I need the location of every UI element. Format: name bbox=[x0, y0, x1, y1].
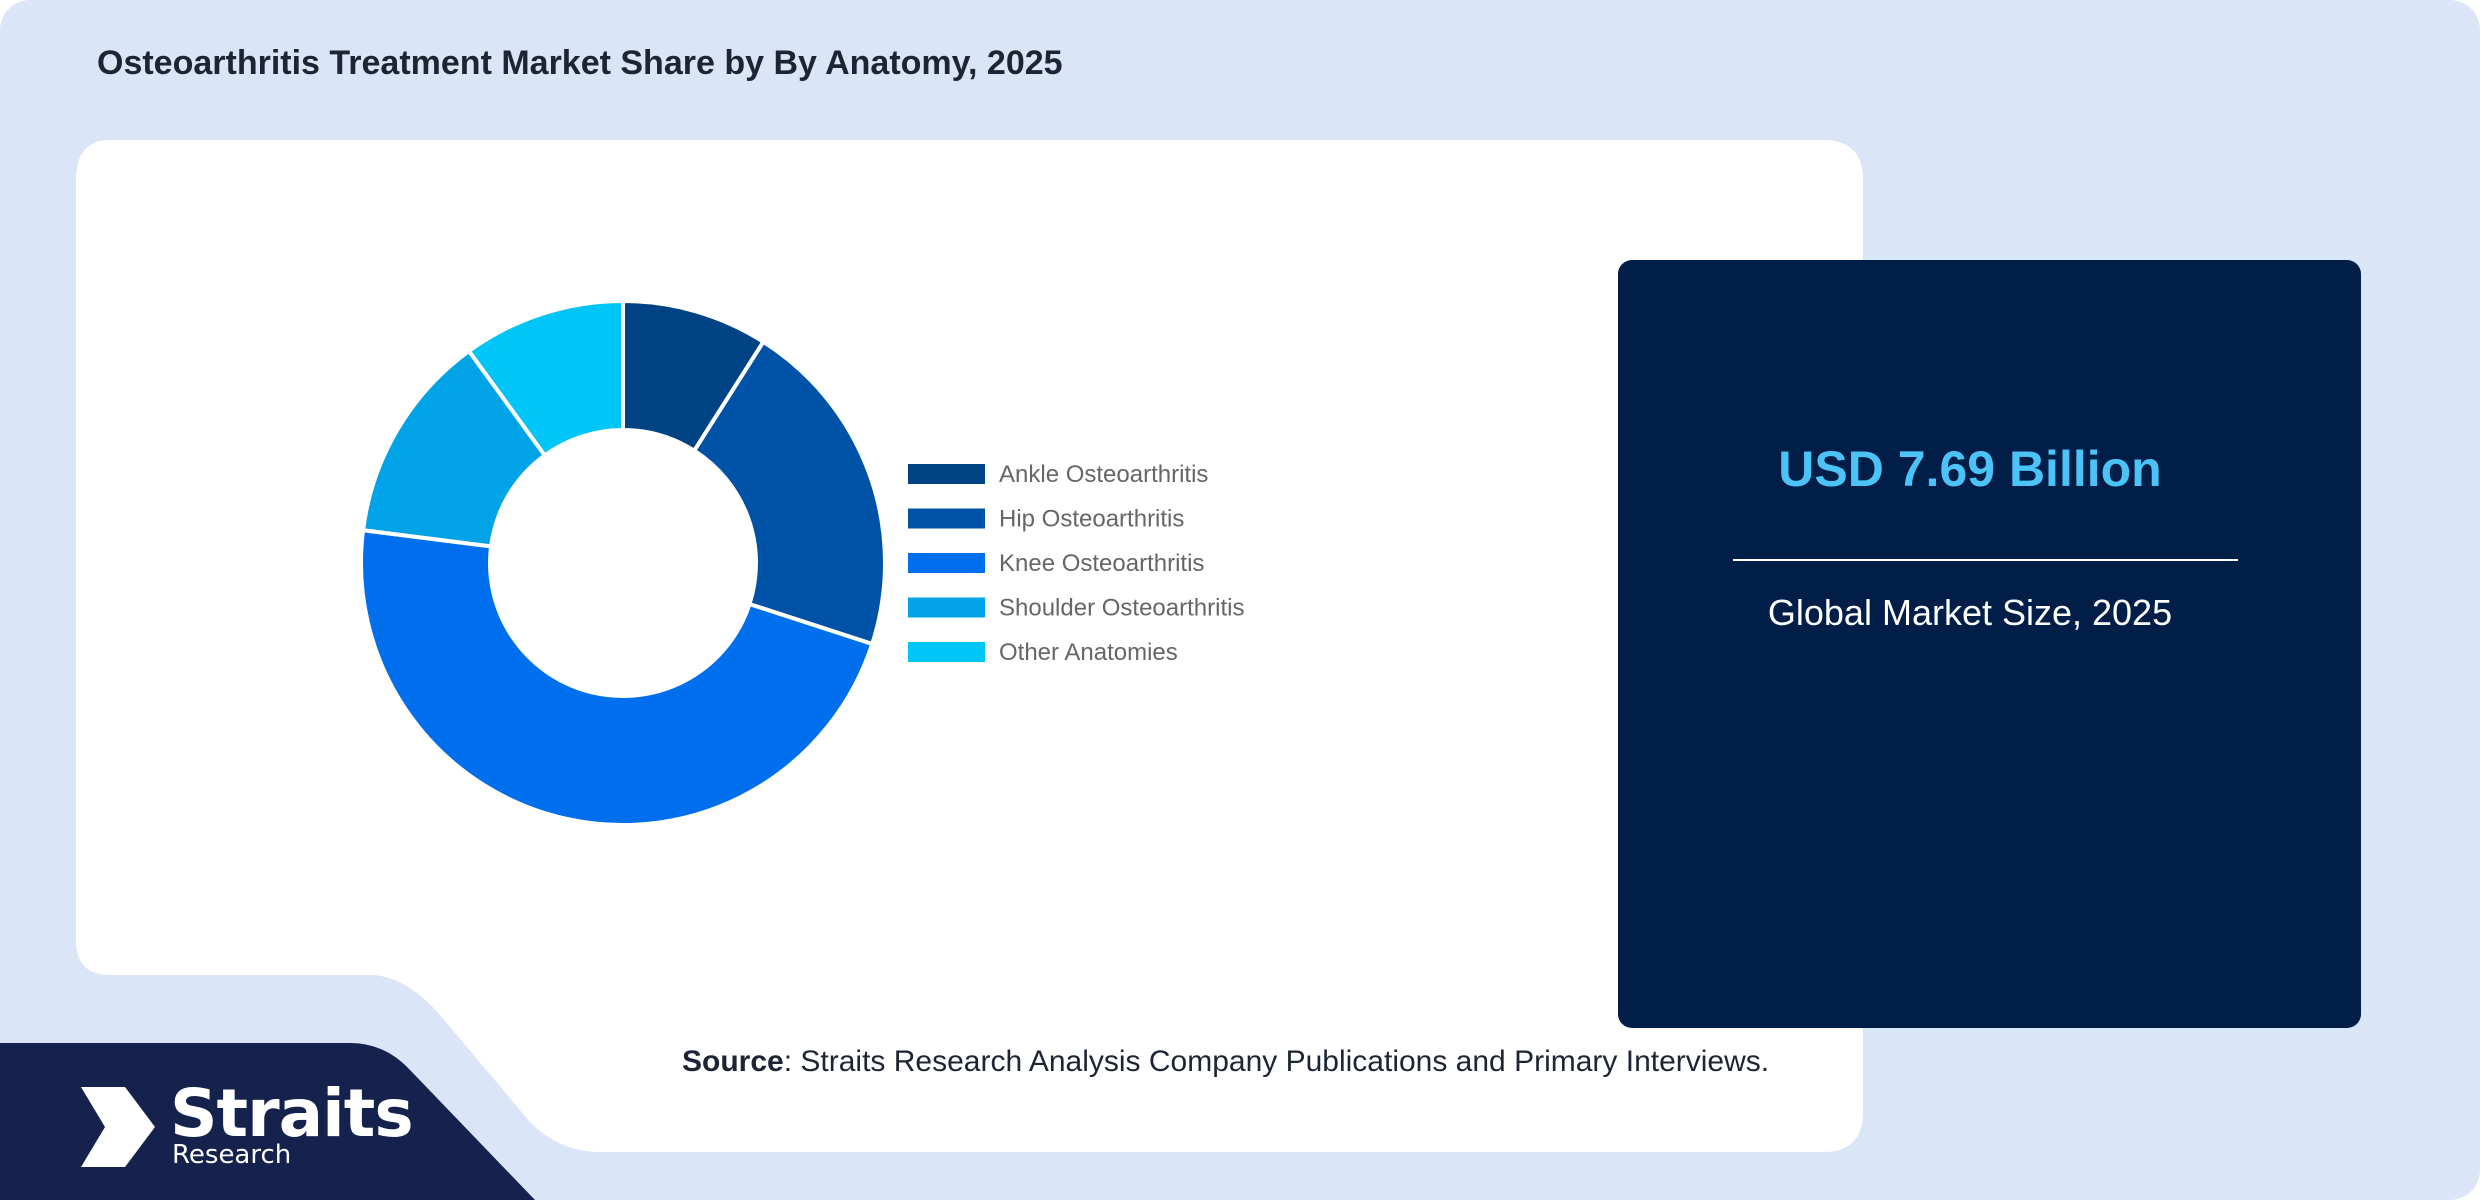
donut-chart: Ankle Osteoarthritis Hip Osteoarthritis Kn… bbox=[359, 298, 1244, 827]
legend-swatch bbox=[908, 597, 985, 618]
legend-swatch bbox=[908, 642, 985, 662]
donut-slice-hip-osteoarthritis bbox=[691, 339, 887, 647]
donut-slice-other-anatomies bbox=[466, 298, 625, 459]
legend-label: Ankle Osteoarthritis bbox=[999, 461, 1208, 488]
legend-swatch bbox=[908, 464, 985, 484]
legend-label: Knee Osteoarthritis bbox=[999, 550, 1204, 577]
source-note: Source: Straits Research Analysis Compan… bbox=[682, 1045, 1769, 1079]
donut-slice-knee-osteoarthritis bbox=[359, 527, 875, 827]
brand-sub: Research bbox=[172, 1140, 292, 1170]
legend-label: Shoulder Osteoarthritis bbox=[999, 595, 1244, 622]
market-size-caption: Global Market Size, 2025 bbox=[1767, 592, 2173, 633]
source-text: : Straits Research Analysis Company Publ… bbox=[783, 1045, 1770, 1078]
market-size-value: USD 7.69 Billion bbox=[1778, 441, 2162, 497]
brand-name: Straits bbox=[170, 1075, 414, 1152]
stat-panel bbox=[1618, 260, 2361, 1028]
legend-label: Other Anatomies bbox=[999, 639, 1178, 666]
source-label: Source bbox=[682, 1045, 784, 1078]
straits-logo-icon bbox=[81, 1087, 155, 1167]
page-title: Osteoarthritis Treatment Market Share by… bbox=[97, 44, 1063, 82]
legend-label: Hip Osteoarthritis bbox=[999, 506, 1184, 533]
legend-swatch bbox=[908, 553, 985, 573]
brand-footer bbox=[0, 1043, 535, 1200]
legend-swatch bbox=[908, 508, 985, 529]
